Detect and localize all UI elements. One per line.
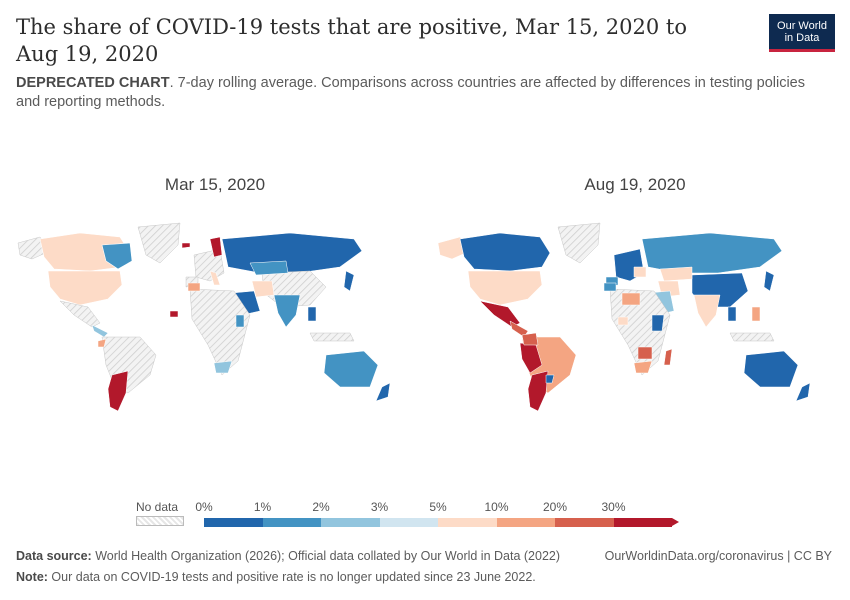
greenland[interactable]: [557, 222, 601, 264]
source-label: Data source:: [16, 549, 92, 563]
legend-no-data-swatch[interactable]: [136, 516, 184, 526]
panama[interactable]: [91, 324, 109, 338]
note-label: Note:: [16, 570, 48, 584]
color-legend: No data 0% 1% 2% 3% 5% 10% 20% 30%: [130, 498, 690, 534]
logo-line-2: in Data: [784, 32, 820, 44]
legend-no-data-label: No data: [136, 500, 179, 514]
world-map-mar-15[interactable]: [10, 215, 420, 415]
logo-line-1: Our World: [777, 20, 827, 32]
uruguay[interactable]: [545, 374, 555, 384]
iceland[interactable]: [181, 242, 191, 249]
senegal[interactable]: [169, 310, 179, 318]
legend-bin-swatch[interactable]: [496, 518, 555, 527]
legend-bin-swatch[interactable]: [555, 518, 614, 527]
source-text: World Health Organization (2026); Offici…: [91, 549, 561, 563]
philippines[interactable]: [751, 306, 761, 322]
thailand[interactable]: [307, 306, 317, 322]
legend-bin-swatch[interactable]: [321, 518, 380, 527]
colombia[interactable]: [521, 332, 539, 346]
italy[interactable]: [209, 270, 221, 286]
iran[interactable]: [251, 280, 275, 298]
morocco[interactable]: [187, 282, 201, 292]
legend-tick-label: 30%: [601, 500, 626, 514]
new-zealand[interactable]: [795, 382, 811, 402]
madagascar[interactable]: [663, 348, 673, 366]
legend-bin-swatch[interactable]: [613, 518, 672, 527]
legend-bin-swatch[interactable]: [204, 518, 263, 527]
africa[interactable]: [609, 288, 671, 376]
greenland[interactable]: [137, 222, 181, 264]
legend-tick-label: 10%: [484, 500, 509, 514]
norway[interactable]: [209, 236, 223, 258]
south-africa[interactable]: [213, 360, 233, 374]
balkans[interactable]: [633, 266, 647, 278]
russia[interactable]: [221, 232, 363, 274]
kazakhstan[interactable]: [659, 266, 693, 282]
morocco[interactable]: [603, 282, 617, 292]
legend-tick-label: 5%: [429, 500, 447, 514]
world-map-aug-19[interactable]: [430, 215, 840, 415]
south-africa[interactable]: [633, 360, 653, 374]
map-title-right: Aug 19, 2020: [584, 175, 686, 194]
legend-bin-swatch[interactable]: [438, 518, 497, 527]
australia[interactable]: [323, 350, 379, 388]
india[interactable]: [693, 294, 721, 328]
legend-bin-swatch[interactable]: [379, 518, 438, 527]
africa[interactable]: [189, 288, 251, 376]
argentina[interactable]: [527, 370, 549, 412]
thailand[interactable]: [727, 306, 737, 322]
legend-tick-label: 20%: [542, 500, 568, 514]
kenya[interactable]: [235, 314, 245, 328]
indonesia[interactable]: [729, 332, 775, 342]
footer-note: Note: Our data on COVID-19 tests and pos…: [16, 570, 536, 584]
legend-tick-label: 0%: [195, 500, 213, 514]
new-zealand[interactable]: [375, 382, 391, 402]
japan[interactable]: [343, 270, 355, 292]
footer-link[interactable]: OurWorldinData.org/coronavirus | CC BY: [604, 549, 832, 563]
ecuador[interactable]: [97, 338, 107, 348]
nigeria[interactable]: [617, 316, 629, 326]
chart-subtitle: DEPRECATED CHART. 7-day rolling average.…: [16, 74, 826, 112]
subtitle-text: . 7-day rolling average. Comparisons acr…: [16, 75, 805, 110]
ethiopia-kenya[interactable]: [651, 314, 665, 332]
canada[interactable]: [459, 232, 551, 272]
map-title-left: Mar 15, 2020: [164, 175, 266, 194]
libya[interactable]: [621, 292, 641, 306]
note-text: Our data on COVID-19 tests and positive …: [47, 570, 536, 584]
subtitle-deprecated: DEPRECATED CHART: [16, 75, 170, 91]
legend-tick-label: 1%: [253, 500, 272, 514]
kazakhstan[interactable]: [249, 260, 289, 276]
argentina[interactable]: [107, 370, 129, 412]
united-states[interactable]: [47, 270, 123, 306]
united-states[interactable]: [467, 270, 543, 306]
legend-bin-swatch[interactable]: [262, 518, 321, 527]
legend-tick-label: 3%: [370, 500, 389, 514]
australia[interactable]: [743, 350, 799, 388]
japan[interactable]: [763, 270, 775, 292]
footer-source: Data source: World Health Organization (…: [16, 549, 560, 563]
mexico[interactable]: [59, 300, 101, 328]
chart-title: The share of COVID-19 tests that are pos…: [16, 15, 687, 66]
canada-east[interactable]: [101, 242, 133, 270]
zambia-zimbabwe[interactable]: [637, 346, 653, 360]
legend-open-end-arrow: [672, 518, 679, 526]
legend-tick-label: 2%: [312, 500, 330, 514]
india[interactable]: [273, 294, 301, 328]
russia[interactable]: [641, 232, 783, 274]
indonesia[interactable]: [309, 332, 355, 342]
owid-logo[interactable]: Our World in Data: [769, 14, 835, 52]
